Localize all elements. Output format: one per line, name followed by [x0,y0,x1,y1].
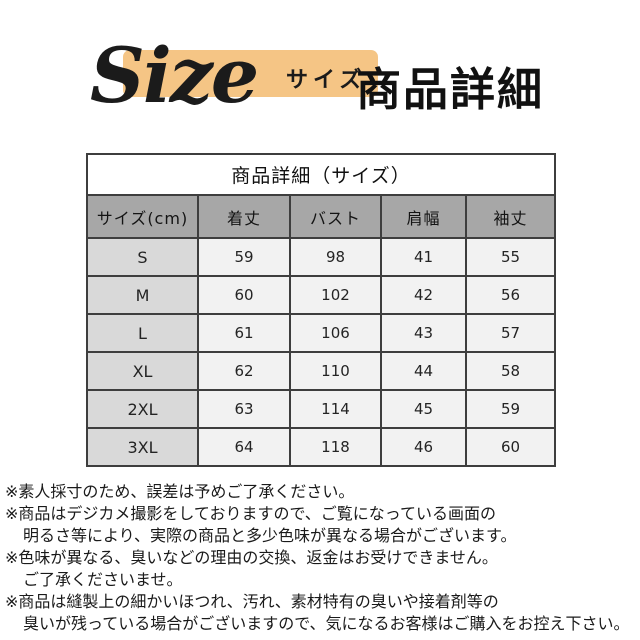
note-line: ※色味が異なる、臭いなどの理由の交換、返金はお受けできません。 [5,548,498,567]
value-cell: 102 [289,275,382,315]
note-line: ※商品は縫製上の細かいほつれ、汚れ、素材特有の臭いや接着剤等の [5,592,499,611]
value-cell: 41 [380,237,467,277]
value-cell: 63 [197,389,291,429]
table-row-m: M 60 102 42 56 [86,275,557,315]
note-line: 明るさ等により、実際の商品と多少色味が異なる場合がございます。 [23,526,517,545]
value-cell: 114 [289,389,382,429]
value-cell: 45 [380,389,467,429]
note-line: ※素人採寸のため、誤差は予めご了承ください。 [5,482,355,501]
value-cell: 64 [197,427,291,467]
size-label-cell: M [86,275,199,315]
value-cell: 60 [464,427,557,467]
size-label-cell: XL [86,351,199,391]
table-row-3xl: 3XL 64 118 46 60 [86,427,557,467]
size-chart-table: 商品詳細（サイズ） サイズ(cm) 着丈 バスト 肩幅 袖丈 S 59 98 4… [85,153,557,467]
size-label-cell: S [86,237,199,277]
size-label-cell: 2XL [86,389,199,429]
table-row-s: S 59 98 41 55 [86,237,557,277]
orange-highlight-rect [123,50,378,97]
size-kana-label: サイズ [286,68,367,93]
header-banner: Size サイズ 商品詳細 [0,0,640,150]
size-script-word: Size [90,31,259,120]
value-cell: 62 [197,351,291,391]
table-row-xl: XL 62 110 44 58 [86,351,557,391]
table-title-row: 商品詳細（サイズ） [85,153,557,196]
size-label-cell: 3XL [86,427,199,467]
value-cell: 61 [197,313,291,353]
value-cell: 44 [380,351,467,391]
value-cell: 98 [289,237,382,277]
disclaimer-notes: ※素人採寸のため、誤差は予めご了承ください。 ※商品はデジカメ撮影をしております… [5,481,637,635]
value-cell: 58 [464,351,557,391]
value-cell: 57 [464,313,557,353]
col-header-length: 着丈 [197,194,291,239]
note-line: ※商品はデジカメ撮影をしておりますので、ご覧になっている画面の [5,504,497,523]
value-cell: 46 [380,427,467,467]
table-row-l: L 61 106 43 57 [86,313,557,353]
table-row-2xl: 2XL 63 114 45 59 [86,389,557,429]
value-cell: 43 [380,313,467,353]
note-line: ご了承くださいませ。 [23,570,183,589]
col-header-bust: バスト [289,194,382,239]
size-label-cell: L [86,313,199,353]
value-cell: 59 [197,237,291,277]
value-cell: 42 [380,275,467,315]
col-header-sleeve: 袖丈 [464,194,557,239]
table-header-row: サイズ(cm) 着丈 バスト 肩幅 袖丈 [86,194,557,239]
value-cell: 106 [289,313,382,353]
value-cell: 118 [289,427,382,467]
value-cell: 60 [197,275,291,315]
header-title: 商品詳細 [356,63,545,116]
col-header-size: サイズ(cm) [86,194,199,239]
note-line: 臭いが残っている場合がございますので、気になるお客様はご購入をお控え下さい。 [23,614,630,633]
value-cell: 59 [464,389,557,429]
table-title: 商品詳細（サイズ） [85,153,557,196]
col-header-shoulder: 肩幅 [380,194,467,239]
value-cell: 55 [464,237,557,277]
value-cell: 56 [464,275,557,315]
value-cell: 110 [289,351,382,391]
